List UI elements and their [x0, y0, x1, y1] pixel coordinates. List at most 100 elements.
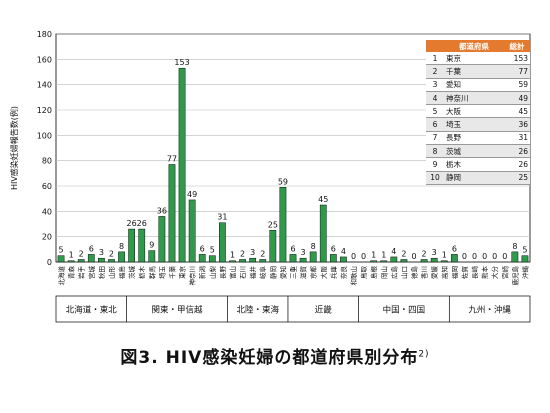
x-tick-label: 広島 — [389, 266, 398, 280]
region-label: 北陸・東海 — [236, 305, 279, 316]
rank-cell: 10 — [426, 171, 444, 185]
pref-cell: 愛知 — [444, 78, 504, 92]
x-tick-label: 千葉 — [167, 266, 176, 280]
data-label: 5 — [210, 246, 215, 255]
bar — [380, 260, 388, 263]
x-tick-label: 新潟 — [198, 266, 207, 280]
x-tick-label: 富山 — [228, 266, 237, 279]
rank-cell: 6 — [426, 117, 444, 132]
bar — [87, 254, 95, 263]
data-label: 4 — [391, 247, 396, 256]
y-tick-label: 180 — [37, 30, 52, 39]
x-tick-label: 福島 — [117, 266, 126, 280]
data-label: 6 — [89, 244, 94, 253]
x-tick-label: 大分 — [490, 266, 499, 280]
data-label: 1 — [371, 251, 376, 260]
bar — [329, 254, 337, 263]
x-tick-label: 沖縄 — [520, 266, 529, 280]
total-cell: 49 — [504, 91, 530, 106]
bar — [309, 251, 317, 263]
x-tick-label: 東京 — [178, 266, 187, 280]
x-tick-label: 栃木 — [137, 266, 146, 280]
x-tick-label: 静岡 — [268, 266, 277, 279]
data-label: 2 — [109, 249, 114, 258]
bar — [178, 67, 186, 263]
bar — [259, 259, 267, 263]
pref-cell: 東京 — [444, 52, 504, 66]
data-label: 2 — [401, 249, 406, 258]
data-label: 0 — [472, 252, 477, 261]
x-tick-label: 福井 — [248, 266, 257, 280]
data-label: 3 — [432, 248, 437, 257]
rank-cell: 3 — [426, 78, 444, 92]
x-tick-label: 群馬 — [147, 266, 156, 280]
x-tick-label: 岐阜 — [258, 266, 267, 280]
bar — [198, 254, 206, 263]
data-label: 0 — [502, 252, 507, 261]
x-tick-label: 愛媛 — [430, 266, 439, 280]
rank-cell: 7 — [426, 131, 444, 146]
figure-caption: 図3. HIV感染妊婦の都道府県別分布2) — [0, 343, 550, 368]
data-label: 2 — [422, 249, 427, 258]
x-tick-label: 滋賀 — [299, 266, 308, 280]
bar — [340, 256, 347, 263]
data-label: 36 — [157, 206, 167, 215]
bar — [390, 256, 398, 263]
data-label: 3 — [250, 248, 255, 257]
table-row: 2 千葉 77 — [426, 64, 530, 79]
x-tick-label: 茨城 — [127, 266, 136, 280]
data-label: 3 — [99, 248, 104, 257]
region-label: 近畿 — [315, 305, 333, 316]
bar — [188, 199, 196, 263]
table-row: 7 長野 31 — [426, 131, 530, 146]
data-label: 0 — [482, 252, 487, 261]
total-cell: 36 — [504, 117, 530, 132]
data-label: 49 — [187, 190, 197, 199]
region-label: 関東・甲信越 — [152, 305, 204, 316]
pref-cell: 静岡 — [444, 171, 504, 185]
pref-cell: 栃木 — [444, 157, 504, 172]
bar — [319, 204, 327, 263]
table-row: 3 愛知 59 — [426, 78, 530, 92]
rank-cell: 4 — [426, 91, 444, 106]
bar — [299, 257, 307, 263]
header-rank — [426, 40, 444, 52]
bar — [148, 250, 156, 263]
total-cell: 45 — [504, 104, 530, 119]
pref-cell: 茨城 — [444, 144, 504, 159]
data-label: 77 — [167, 154, 177, 163]
rank-cell: 1 — [426, 52, 444, 66]
x-tick-label: 宮崎 — [500, 266, 509, 280]
bar — [98, 257, 105, 263]
bar — [430, 257, 438, 263]
x-tick-label: 北海道 — [57, 266, 66, 286]
data-label: 0 — [361, 252, 366, 261]
data-label: 26 — [127, 219, 137, 228]
ranking-table: 都道府県 総計 1 東京 153 2 千葉 77 3 愛知 59 4 神奈川 4… — [426, 40, 530, 185]
data-label: 5 — [522, 246, 527, 255]
rank-cell: 2 — [426, 64, 444, 79]
data-label: 26 — [137, 219, 147, 228]
x-tick-label: 埼玉 — [157, 266, 166, 280]
data-label: 1 — [442, 251, 447, 260]
total-cell: 26 — [504, 144, 530, 159]
x-tick-label: 和歌山 — [349, 266, 358, 286]
data-label: 8 — [119, 242, 124, 251]
data-label: 1 — [69, 251, 74, 260]
total-cell: 26 — [504, 157, 530, 172]
pref-cell: 神奈川 — [444, 91, 504, 106]
data-label: 31 — [217, 213, 227, 222]
bar — [249, 257, 257, 263]
bar — [440, 260, 448, 263]
x-tick-label: 鳥取 — [359, 266, 368, 280]
x-tick-label: 熊本 — [480, 266, 489, 280]
data-label: 8 — [311, 242, 316, 251]
x-tick-label: 鹿児島 — [510, 266, 519, 286]
x-tick-label: 佐賀 — [460, 266, 469, 280]
x-tick-label: 愛知 — [278, 266, 287, 279]
y-tick-label: 60 — [42, 182, 52, 191]
y-tick-label: 160 — [37, 55, 52, 64]
y-tick-label: 80 — [42, 157, 52, 166]
table-row: 5 大阪 45 — [426, 104, 530, 119]
data-label: 4 — [341, 247, 346, 256]
